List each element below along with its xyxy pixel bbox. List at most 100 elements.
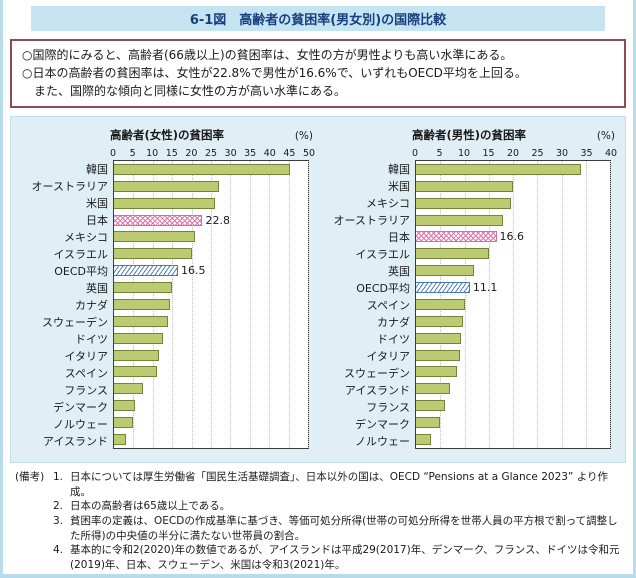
category-label: イタリア [64, 350, 108, 363]
category-label: アイスランド [42, 435, 108, 448]
bar-デンマーク [114, 400, 136, 412]
x-tick-label: 30 [555, 148, 569, 159]
bar-メキシコ [416, 197, 511, 209]
chart-body: 韓国 米国 メキシコ オーストラリア 日本 イスラエル 英国 OECD平均 スペイン カナダ ドイツ… [327, 145, 617, 450]
category-label: ドイツ [75, 333, 108, 346]
bar-row [416, 245, 610, 262]
category-label: スウェーデン [42, 316, 108, 329]
category-label: メキシコ [64, 231, 108, 244]
note-number: 3. [53, 515, 64, 528]
summary-line: また、国際的な傾向と同様に女性の方が高い水準にある。 [22, 84, 347, 98]
note-item: 1. 日本については厚生労働省「国民生活基礎調査」、日本以外の国は、OECD “… [53, 470, 621, 499]
x-tick-label: 0 [411, 148, 419, 159]
bar-row: 11.1 [416, 279, 610, 296]
axis-unit-label: (%) [596, 130, 615, 142]
gridline [308, 161, 309, 448]
bar-ノルウェー [416, 433, 431, 445]
note-number: 1. [53, 471, 64, 483]
gridline [191, 161, 193, 448]
gridline [561, 161, 563, 448]
gridline [288, 161, 290, 448]
bar-row [416, 414, 610, 431]
category-label: イタリア [366, 350, 410, 363]
notes-prefix: (備考) [15, 471, 45, 483]
bar-OECD平均 [416, 282, 470, 294]
gridline [513, 161, 514, 448]
chart-women-poverty: 高齢者(女性)の貧困率 (%) 韓国 オーストラリア 米国 日本 メキシコ イスラエル OE… [25, 127, 315, 450]
x-tick-label: 10 [146, 148, 159, 159]
bar-ドイツ [114, 332, 163, 344]
plot-wrap: 0 5 10 15 20 25 30 35 40 45 50 22.8 16.5 [109, 145, 315, 450]
bar-row [114, 414, 308, 431]
category-label: スペイン [64, 367, 108, 380]
category-label: スペイン [366, 299, 410, 312]
notes-items: 1. 日本については厚生労働省「国民生活基礎調査」、日本以外の国は、OECD “… [53, 470, 621, 573]
bar-デンマーク [416, 417, 441, 429]
note-item: 2. 日本の高齢者は65歳以上である。 [53, 499, 621, 514]
bar-row [416, 347, 610, 364]
note-number: 2. [53, 500, 64, 513]
category-label: OECD平均 [356, 282, 410, 295]
note-text: 日本の高齢者は65歳以上である。 [70, 500, 231, 513]
category-label: ノルウェー [355, 435, 410, 448]
bar-カナダ [114, 298, 171, 310]
x-axis: 0 5 10 15 20 25 30 35 40 45 50 [109, 145, 315, 160]
category-label: 日本 [388, 231, 410, 244]
gridline [464, 161, 466, 448]
gridline [230, 161, 232, 448]
bar-row [416, 330, 610, 347]
summary-line: ○日本の高齢者の貧困率は、女性が22.8%で男性が16.6%で、いずれもOECD… [22, 66, 527, 80]
bar-オーストラリア [114, 180, 219, 192]
x-tick-label: 20 [185, 148, 198, 159]
category-label: オーストラリア [31, 180, 108, 193]
note-number: 4. [53, 544, 64, 557]
category-label: カナダ [377, 316, 410, 329]
x-axis: 0 5 10 15 20 25 30 35 40 [411, 145, 617, 160]
category-label: メキシコ [366, 197, 410, 210]
gridline [211, 161, 212, 448]
x-tick-label: 0 [109, 148, 117, 159]
category-label: カナダ [75, 299, 108, 312]
x-tick-label: 15 [165, 148, 178, 159]
bar-row [114, 397, 308, 414]
bar-row [416, 178, 610, 195]
bar-row [416, 161, 610, 178]
value-label: 16.5 [181, 264, 206, 278]
bar-英国 [114, 282, 173, 294]
note-item: 3. 貧困率の定義は、OECDの作成基準に基づき、等価可処分所得(世帯の可処分所… [53, 514, 621, 543]
note-text: 基本的に令和2(2020)年の数値であるが、アイスランドは平成29(2017)年… [70, 544, 620, 572]
category-label: ノルウェー [53, 418, 108, 431]
bar-日本 [416, 231, 497, 243]
bar-米国 [114, 197, 215, 209]
bar-row [114, 279, 308, 296]
bar-row: 16.6 [416, 229, 610, 246]
axis-unit-label: (%) [294, 130, 313, 142]
gridline [488, 161, 490, 448]
x-tick-label: 20 [506, 148, 520, 159]
bar-row [114, 330, 308, 347]
bar-カナダ [416, 315, 464, 327]
bar-イスラエル [114, 248, 192, 260]
category-label: フランス [366, 401, 410, 414]
category-label: 日本 [86, 214, 108, 227]
category-label: フランス [64, 384, 108, 397]
x-tick-label: 5 [436, 148, 443, 159]
bar-row [416, 262, 610, 279]
bar-メキシコ [114, 231, 196, 243]
bar-row [114, 245, 308, 262]
bar-アイスランド [114, 433, 126, 445]
category-label: スウェーデン [344, 367, 410, 380]
category-label: 韓国 [388, 163, 410, 176]
category-label: イスラエル [355, 248, 410, 261]
bar-row [416, 212, 610, 229]
note-text: 貧困率の定義は、OECDの作成基準に基づき、等価可処分所得(世帯の可処分所得を世… [70, 515, 618, 542]
bar-row [114, 364, 308, 381]
category-label: 英国 [388, 265, 410, 278]
bar-row [114, 347, 308, 364]
category-label: 英国 [86, 282, 108, 295]
category-labels: 韓国 米国 メキシコ オーストラリア 日本 イスラエル 英国 OECD平均 スペイン カナダ ドイツ… [327, 145, 415, 450]
gridline [269, 161, 271, 448]
bar-row [114, 195, 308, 212]
plot-area: 22.8 16.5 [113, 160, 309, 449]
x-tick-label: 5 [129, 148, 136, 159]
